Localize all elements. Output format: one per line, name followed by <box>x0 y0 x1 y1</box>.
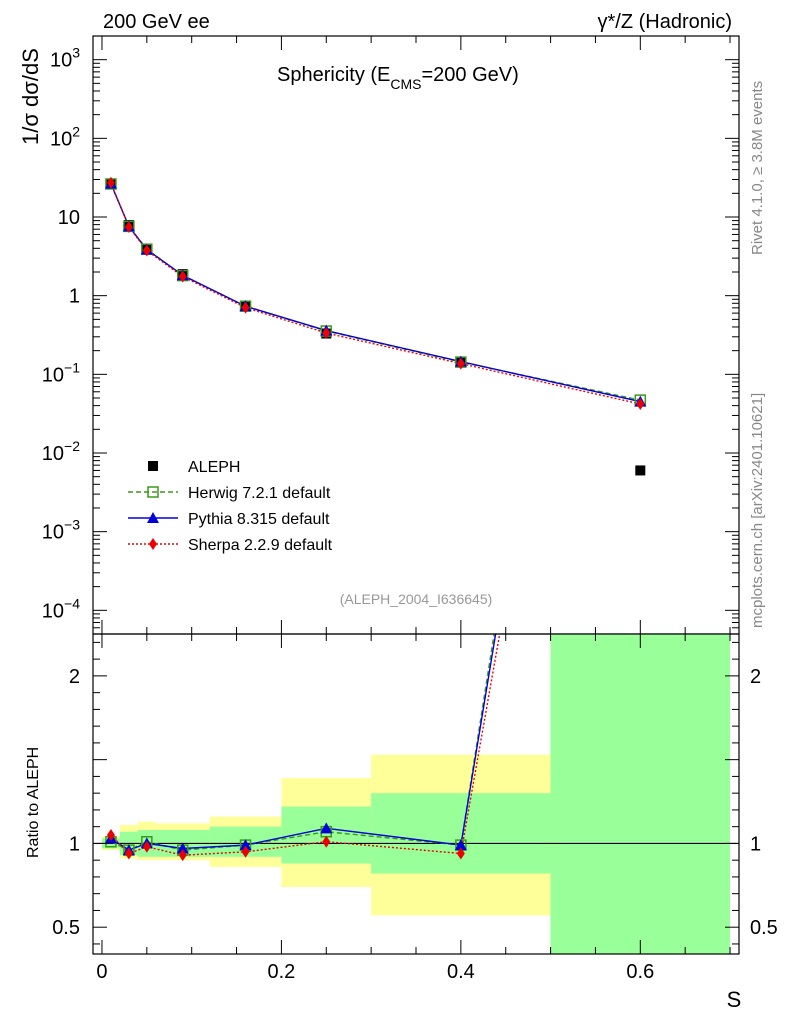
mc-point <box>456 357 465 370</box>
mc-point <box>106 176 115 189</box>
y-tick-label: 10−4 <box>42 595 80 622</box>
main-y-axis-label: 1/σ dσ/dS <box>18 48 43 145</box>
ratio-point <box>124 847 133 860</box>
ratio-line-1 <box>110 634 497 851</box>
chart-title: Sphericity (ECMS=200 GeV) <box>277 64 519 92</box>
y-tick-label: 10−2 <box>42 438 80 465</box>
series-line-1 <box>110 183 641 401</box>
ratio-y-axis-label: Ratio to ALEPH <box>25 747 42 858</box>
ratio-point <box>454 839 467 851</box>
ratio-point <box>456 847 465 860</box>
y-tick-label: 102 <box>50 123 80 150</box>
legend-marker <box>147 486 159 498</box>
legend-marker <box>148 461 158 471</box>
mc-point <box>142 244 151 257</box>
ratio-panel: 0.5 0.5 1 1 2 2 0 0.2 0.4 0.6 Ratio to ALEPH S <box>25 633 778 1012</box>
source-label: mcplots.cern.ch [arXiv:2401.10621] <box>749 393 766 628</box>
ratio-line-0 <box>110 634 495 851</box>
y-tick-label: 10−3 <box>42 517 80 544</box>
data-point <box>635 465 646 476</box>
ratio-point <box>176 842 189 854</box>
x-axis-label: S <box>727 987 742 1012</box>
ratio-y-tick-label: 0.5 <box>52 917 80 939</box>
uncertainty-band-inner <box>550 634 731 954</box>
header-right: γ*/Z (Hadronic) <box>598 11 732 33</box>
ratio-point <box>241 845 250 858</box>
legend-label: Herwig 7.2.1 default <box>188 485 331 502</box>
mc-point <box>178 270 187 283</box>
legend-label: Sherpa 2.2.9 default <box>188 537 333 554</box>
ratio-y-tick-label: 1 <box>69 833 80 855</box>
header-left: 200 GeV ee <box>103 11 210 33</box>
x-tick-label: 0.6 <box>626 961 654 983</box>
uncertainty-band-inner <box>371 793 551 874</box>
ratio-y-tick-label-right: 0.5 <box>750 917 778 939</box>
y-tick-label: 10−1 <box>42 359 80 386</box>
x-tick-label: 0.4 <box>447 961 475 983</box>
analysis-annotation: (ALEPH_2004_I636645) <box>340 591 493 607</box>
legend-label: ALEPH <box>188 459 240 476</box>
y-tick-label: 10 <box>58 207 80 229</box>
series-line-2 <box>110 183 641 403</box>
x-tick-label: 0 <box>96 961 107 983</box>
y-tick-label: 103 <box>50 45 80 72</box>
ratio-point <box>322 835 331 848</box>
y-tick-label: 1 <box>69 286 80 308</box>
mc-point <box>636 397 645 410</box>
x-tick-label: 0.2 <box>268 961 296 983</box>
mc-point <box>241 301 250 314</box>
ratio-y-tick-label: 2 <box>69 666 80 688</box>
ratio-y-tick-label-right: 1 <box>750 833 761 855</box>
ratio-point <box>142 840 151 853</box>
legend: ALEPH Herwig 7.2.1 default Pythia 8.315 de… <box>128 459 333 554</box>
legend-marker <box>149 538 157 550</box>
mc-point <box>322 327 331 340</box>
ratio-point <box>106 829 115 842</box>
mc-point <box>124 221 133 234</box>
ratio-point <box>239 839 252 851</box>
series-line-3 <box>110 182 641 405</box>
version-label: Rivet 4.1.0, ≥ 3.8M events <box>749 81 766 255</box>
legend-label: Pythia 8.315 default <box>188 511 330 528</box>
ratio-point <box>320 822 333 834</box>
legend-marker <box>147 512 159 523</box>
ratio-y-tick-label-right: 2 <box>750 666 761 688</box>
ratio-point <box>178 849 187 862</box>
